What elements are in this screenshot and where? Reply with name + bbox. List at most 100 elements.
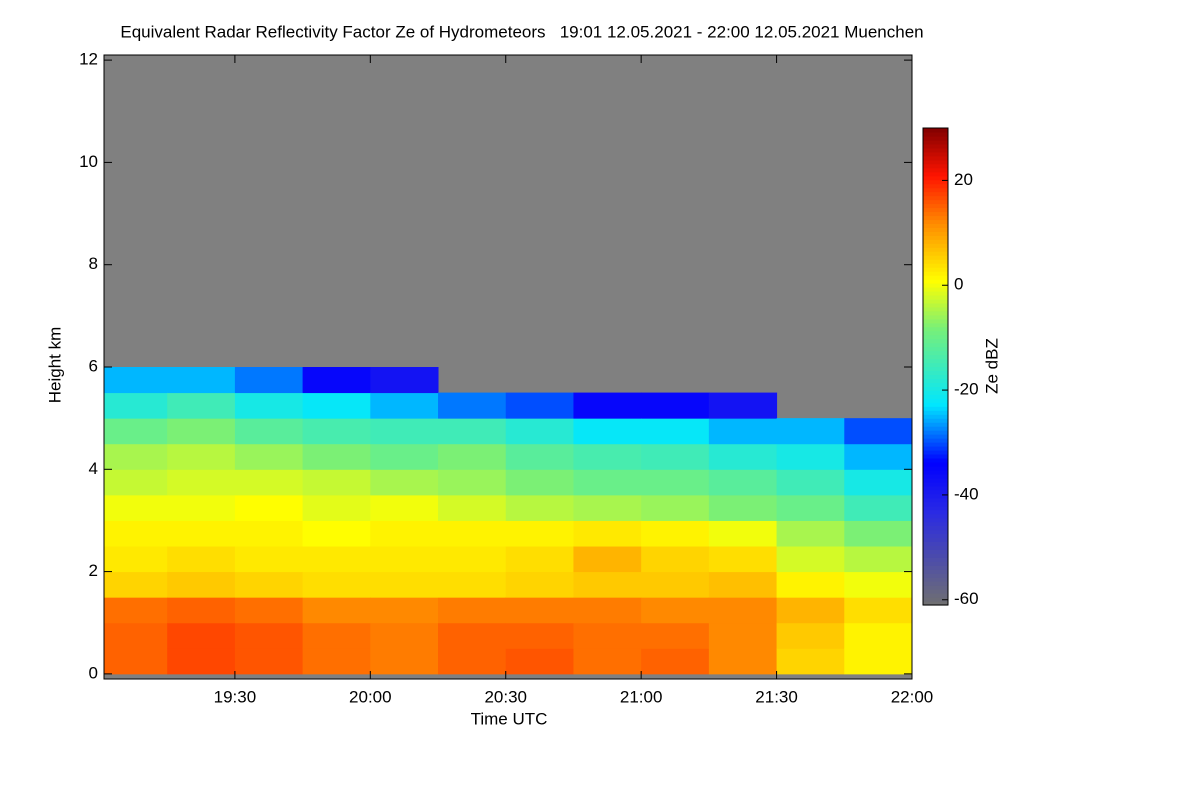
heatmap-cell: [573, 418, 642, 445]
colorbar-swatch: [923, 322, 948, 328]
heatmap-cell: [776, 418, 845, 445]
heatmap-cell: [776, 443, 845, 470]
heatmap-cell: [708, 622, 778, 649]
colorbar-swatch: [923, 338, 948, 344]
colorbar-swatch: [923, 469, 948, 475]
heatmap-cell: [776, 546, 845, 573]
colorbar-swatch: [923, 374, 948, 380]
heatmap-cell: [104, 494, 168, 521]
colorbar-swatch: [923, 446, 948, 451]
colorbar-swatch: [923, 159, 948, 165]
heatmap-cell: [167, 520, 236, 547]
heatmap-cell: [104, 392, 168, 419]
heatmap-cell: [104, 648, 168, 675]
y-tick-label: 12: [79, 50, 98, 69]
colorbar-swatch: [923, 465, 948, 471]
colorbar-swatch: [923, 255, 948, 260]
heatmap-cell: [641, 494, 710, 521]
heatmap-cell: [104, 367, 168, 394]
colorbar-swatch: [923, 485, 948, 491]
colorbar-frame: [922, 127, 949, 606]
colorbar-swatch: [923, 553, 948, 558]
colorbar-swatch: [923, 362, 948, 368]
heatmap-cell: [438, 571, 507, 598]
colorbar-swatch: [923, 207, 948, 213]
heatmap-cell: [708, 648, 778, 675]
heatmap-cell: [573, 392, 642, 419]
heatmap-cell: [302, 418, 371, 445]
colorbar-swatch: [923, 473, 948, 479]
colorbar-swatch: [923, 577, 948, 582]
colorbar-swatch: [923, 131, 948, 137]
colorbar-tick-label: -60: [954, 589, 979, 608]
colorbar-swatch: [923, 569, 948, 574]
heatmap-cell: [708, 418, 778, 445]
colorbar-swatch: [923, 275, 948, 280]
colorbar-swatch: [923, 426, 948, 431]
heatmap-cell: [370, 494, 439, 521]
colorbar-swatch: [923, 382, 948, 387]
heatmap-cell: [844, 546, 912, 573]
colorbar-swatch: [923, 549, 948, 554]
heatmap-cell: [505, 443, 574, 470]
colorbar-swatch: [923, 287, 948, 292]
colorbar-tick-label: -20: [954, 380, 979, 399]
heatmap-cell: [370, 418, 439, 445]
heatmap-cell: [104, 418, 168, 445]
colorbar-swatch: [923, 251, 948, 256]
colorbar-swatch: [923, 330, 948, 336]
colorbar-swatch: [923, 306, 948, 312]
heatmap-cell: [844, 443, 912, 470]
colorbar-swatch: [923, 589, 948, 594]
heatmap-cell: [234, 648, 304, 675]
colorbar-swatch: [923, 422, 948, 427]
heatmap-cell: [167, 571, 236, 598]
colorbar-tick-label: 20: [954, 170, 973, 189]
colorbar-swatch: [923, 211, 948, 217]
heatmap-cell: [370, 367, 439, 394]
colorbar-swatch: [923, 418, 948, 423]
heatmap-cell: [438, 469, 507, 496]
heatmap-cell: [167, 648, 236, 675]
heatmap-cell: [573, 546, 642, 573]
colorbar-swatch: [923, 581, 948, 586]
heatmap-cell: [505, 469, 574, 496]
heatmap-cell: [708, 571, 778, 598]
heatmap-cell: [573, 443, 642, 470]
colorbar-swatch: [923, 199, 948, 205]
colorbar-swatch: [923, 533, 948, 539]
heatmap-cell: [370, 622, 439, 649]
heatmap-cell: [370, 597, 439, 624]
colorbar: -60 -40 -20 0 20: [922, 127, 979, 608]
colorbar-swatch: [923, 537, 948, 542]
colorbar-swatch: [923, 231, 948, 236]
colorbar-swatch: [923, 597, 948, 602]
colorbar-swatch: [923, 128, 948, 133]
y-axis-label: Height km: [45, 327, 64, 404]
colorbar-swatch: [923, 493, 948, 499]
heatmap-cell: [302, 546, 371, 573]
colorbar-swatch: [923, 167, 948, 173]
y-tick-label: 6: [89, 356, 98, 375]
colorbar-swatch: [923, 239, 948, 244]
heatmap-cell: [573, 648, 642, 675]
heatmap-cell: [844, 418, 912, 445]
heatmap-cell: [104, 622, 168, 649]
colorbar-swatch: [923, 573, 948, 578]
colorbar-swatch: [923, 235, 948, 240]
heatmap-cell: [438, 443, 507, 470]
heatmap-cell: [844, 648, 912, 675]
heatmap-cell: [234, 392, 304, 419]
heatmap-cell: [844, 597, 912, 624]
colorbar-swatch: [923, 290, 948, 296]
colorbar-swatch: [923, 442, 948, 447]
x-axis-label: Time UTC: [471, 709, 548, 728]
heatmap-cell: [104, 571, 168, 598]
heatmap-cell: [641, 622, 710, 649]
colorbar-swatch: [923, 370, 948, 376]
colorbar-swatch: [923, 565, 948, 570]
y-tick-label: 0: [89, 663, 98, 682]
colorbar-swatch: [923, 517, 948, 523]
colorbar-swatch: [923, 509, 948, 515]
